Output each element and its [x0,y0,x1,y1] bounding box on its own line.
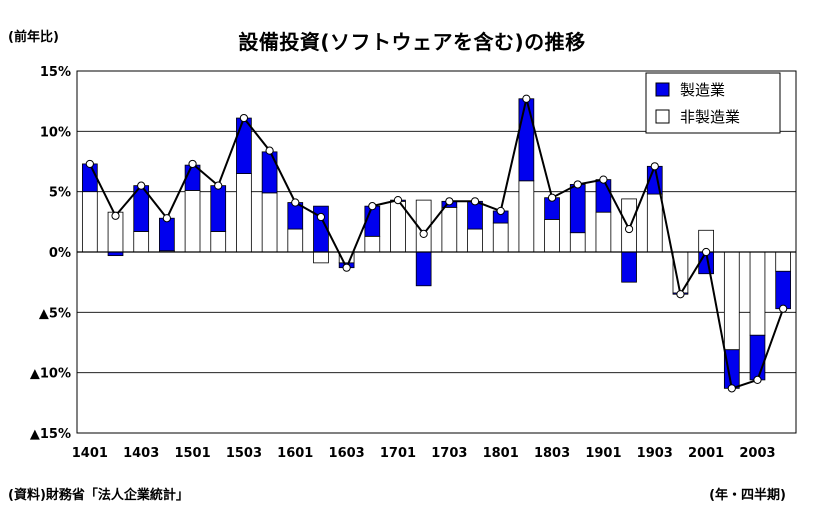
total-point [239,113,249,123]
bar-nonmanufacturing [184,190,201,253]
bar-nonmanufacturing [81,191,98,253]
total-point [624,224,634,234]
total-point [753,375,762,385]
bar-nonmanufacturing [749,251,766,336]
x-tick-label: 1701 [380,446,416,461]
bar-manufacturing [236,117,252,174]
x-tick-label: 1503 [226,446,262,461]
total-point [547,193,557,202]
bar-nonmanufacturing [518,180,535,253]
x-tick-label: 1903 [637,446,673,461]
bar-nonmanufacturing [441,206,458,253]
total-point [702,247,711,257]
x-tick-label: 1401 [72,446,108,461]
bar-layer [81,98,792,389]
bar-nonmanufacturing [492,222,509,253]
legend-swatch-nonmanufacturing [655,109,670,124]
x-tick-label: 1601 [277,446,313,461]
total-point [214,181,223,190]
x-tick-label: 2001 [688,446,724,461]
total-point [779,304,788,313]
total-point [291,198,300,207]
bar-nonmanufacturing [390,200,406,253]
y-tick-label: ▲5% [39,306,71,321]
total-point [265,146,274,155]
x-tick-label: 2003 [739,446,775,461]
bar-manufacturing [210,185,227,232]
bar-manufacturing [261,151,278,194]
x-tick-label: 1801 [483,446,519,461]
bar-nonmanufacturing [261,192,278,253]
total-point [496,206,505,216]
bar-nonmanufacturing [467,228,483,253]
bar-manufacturing [749,334,766,381]
total-point [599,175,608,184]
total-point [522,94,531,103]
total-point [188,159,197,169]
total-point [419,229,428,238]
total-line [88,98,785,390]
bar-nonmanufacturing [544,219,560,253]
bar-manufacturing [364,205,381,237]
total-point [470,197,480,206]
total-point [445,197,454,206]
legend: 製造業 非製造業 [645,72,781,134]
total-point [137,181,146,190]
bar-nonmanufacturing [133,231,150,253]
legend-swatch-manufacturing [655,82,670,97]
bar-nonmanufacturing [775,251,792,272]
bar-manufacturing [159,217,175,252]
axis-layer: 15% 10% 5% 0% ▲5% ▲10% ▲15%1401 1403 1501 1503 160… [30,65,776,461]
unit-label: (前年比) [8,30,59,45]
legend-label-nonmanufacturing: 非製造業 [680,108,740,126]
total-point [368,202,377,211]
bar-manufacturing [569,184,586,234]
period-note: (年・四半期) [709,488,786,503]
y-tick-label: ▲15% [30,427,71,442]
x-tick-label: 1603 [329,446,365,461]
total-point [676,290,685,299]
bar-nonmanufacturing [723,251,740,351]
bar-manufacturing [81,163,98,193]
total-point [316,212,326,222]
bar-manufacturing [595,179,612,213]
y-tick-label: 15% [40,65,71,80]
total-point [727,384,736,393]
y-tick-label: 10% [40,125,71,140]
bar-nonmanufacturing [236,173,252,253]
total-point [111,211,120,220]
bar-nonmanufacturing [364,235,381,253]
bar-manufacturing [415,251,432,287]
bar-nonmanufacturing [313,251,329,264]
source-note: (資料)財務省「法人企業統計」 [8,488,189,503]
total-point [573,180,582,189]
x-tick-label: 1703 [431,446,467,461]
legend-label-manufacturing: 製造業 [680,81,725,99]
bar-manufacturing [775,270,792,310]
bar-nonmanufacturing [569,232,586,253]
x-tick-label: 1501 [174,446,210,461]
line-layer [85,94,788,393]
total-point [342,263,351,272]
bar-manufacturing [621,251,637,283]
bar-nonmanufacturing [210,231,227,253]
y-tick-label: 5% [49,186,71,201]
total-point [162,214,171,223]
x-tick-label: 1803 [534,446,570,461]
total-point [393,196,403,205]
bar-manufacturing [518,98,535,182]
total-point [650,162,659,171]
x-tick-label: 1403 [123,446,159,461]
bar-nonmanufacturing [646,193,663,253]
y-tick-label: ▲10% [30,367,71,382]
chart-title: 設備投資(ソフトウェアを含む)の推移 [238,30,586,54]
y-tick-label: 0% [49,246,71,261]
bar-nonmanufacturing [287,228,304,253]
bar-manufacturing [467,200,483,230]
x-tick-label: 1901 [585,446,621,461]
total-point [85,159,94,169]
bar-nonmanufacturing [595,211,612,253]
